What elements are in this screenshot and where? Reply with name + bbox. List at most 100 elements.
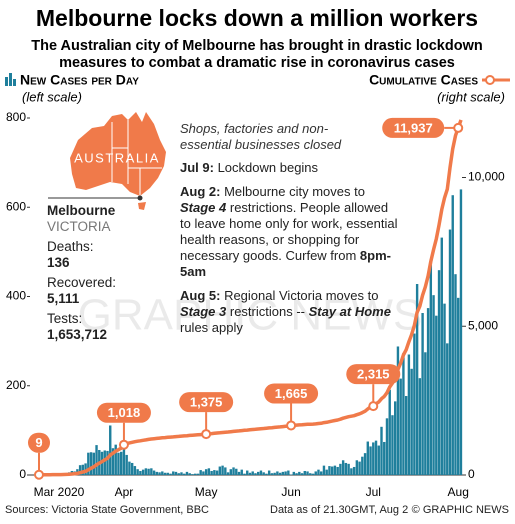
y-tick-label: 200 [6, 378, 26, 392]
region: VICTORIA [47, 219, 111, 234]
city-dot [137, 195, 143, 201]
bar [350, 468, 353, 475]
bar [361, 456, 364, 475]
credit: © GRAPHIC NEWS [411, 504, 509, 516]
y2-tick-label: 5,000 [468, 318, 498, 332]
stat-label: Tests: [47, 311, 83, 326]
map-states [111, 120, 162, 196]
event-text: Stage 3 [180, 304, 227, 319]
legend-line-icon [482, 75, 510, 85]
bar [248, 472, 252, 475]
bar [443, 303, 446, 475]
bar [237, 471, 241, 475]
bar [303, 470, 306, 475]
bar [270, 473, 274, 475]
bar [163, 472, 167, 475]
bar [185, 471, 189, 475]
bar [399, 378, 402, 475]
bar [451, 195, 454, 476]
subtitle: The Australian city of Melbourne has bro… [31, 38, 482, 54]
source: Sources: Victoria State Government, BBC [5, 504, 209, 516]
bar [155, 471, 159, 475]
bar [418, 378, 422, 475]
bar [366, 441, 369, 475]
bar [257, 471, 260, 475]
y-tick-label: 400 [6, 289, 26, 303]
x-tick-label: May [195, 485, 218, 499]
label-bubble [96, 402, 151, 423]
closed-note: Shops, factories and non-essential busin… [180, 121, 342, 152]
bar [122, 444, 126, 475]
bar [336, 466, 339, 475]
data-label: 1,665 [275, 386, 308, 401]
bar [448, 229, 452, 475]
bar [424, 352, 427, 475]
event-text: restrictions -- [226, 304, 309, 319]
bar [144, 468, 148, 475]
event-text: Jul 9: [180, 160, 214, 175]
bar [259, 470, 263, 475]
bar [166, 472, 169, 475]
y-tick-label: 600 [6, 199, 26, 213]
event-text: restrictions. People allowed to leave ho… [180, 200, 398, 263]
australia-map [70, 112, 166, 210]
bar [446, 343, 449, 475]
data-label: 9 [35, 435, 42, 450]
bar [394, 401, 397, 475]
bar [339, 463, 342, 475]
bar [232, 467, 235, 475]
label-bubble [346, 364, 401, 385]
bar [369, 446, 372, 475]
point [453, 122, 464, 133]
bar [183, 473, 186, 475]
stat-label: Deaths: [47, 239, 94, 254]
point [368, 401, 379, 412]
map-label: AUSTRALIA [74, 150, 160, 165]
bar [410, 368, 413, 475]
bar [352, 466, 356, 475]
bar [374, 440, 378, 475]
subtitle: measures to combat a dramatic rise in co… [59, 55, 455, 71]
bar [383, 441, 386, 475]
point [201, 429, 212, 440]
stat-value: 1,653,712 [47, 327, 108, 342]
x-tick-label: Aug [448, 485, 469, 499]
data-label: 2,315 [357, 367, 390, 382]
bar [92, 452, 95, 475]
bar [84, 463, 87, 475]
bar [254, 473, 257, 475]
data-label: 11,937 [394, 120, 433, 135]
bar [454, 274, 457, 475]
chart-title: Melbourne locks down a million workers [36, 5, 478, 31]
bar [457, 297, 460, 475]
bar [437, 270, 441, 475]
event: Aug 5: Regional Victoria moves to Stage … [180, 288, 402, 336]
label-bubble [179, 392, 234, 413]
bar [429, 259, 433, 475]
legend-label: New Cases per Day [20, 72, 139, 88]
bar [243, 473, 246, 475]
bar [413, 333, 416, 475]
event: Aug 2: Melbourne city moves to Stage 4 r… [180, 184, 402, 280]
bar [125, 454, 128, 475]
data-label: 1,375 [190, 395, 223, 410]
bar [325, 469, 328, 475]
event-text: rules apply [180, 320, 243, 335]
y-tick-label: 0 [19, 467, 26, 481]
y-tick-label: 800 [6, 110, 26, 124]
stats: Deaths: 136 Recovered: 5,111 Tests: 1,653,712 [47, 239, 116, 343]
bar [202, 471, 205, 475]
event-text: Lockdown begins [213, 160, 319, 175]
bar [295, 473, 298, 475]
bar [306, 471, 309, 475]
bar [333, 465, 337, 475]
bar [133, 466, 137, 475]
bar [120, 451, 123, 475]
bar [385, 418, 389, 475]
bar [172, 471, 175, 475]
bar [109, 425, 112, 475]
event-text: Aug 2: [180, 184, 221, 199]
x-tick-label: Apr [115, 485, 134, 499]
label-bubble [28, 432, 50, 453]
stat-label: Recovered: [47, 275, 117, 290]
